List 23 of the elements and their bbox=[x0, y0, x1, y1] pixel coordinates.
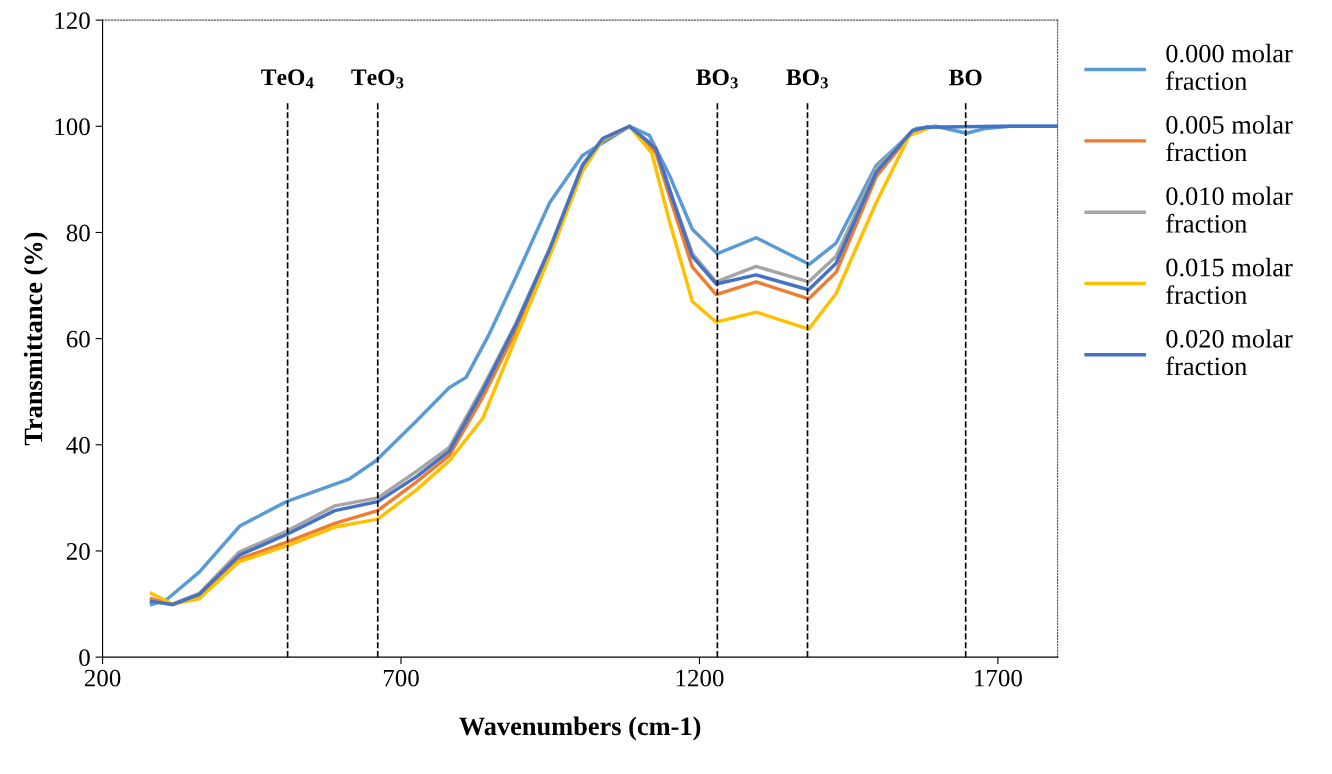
y-tick-label: 60 bbox=[66, 330, 90, 348]
legend-label: 0.015 molar fraction bbox=[1166, 257, 1293, 304]
y-tick-label: 20 bbox=[66, 543, 90, 560]
ref-line-label: BO$_{3}$ bbox=[786, 69, 828, 89]
x-axis-title: Wavenumbers (cm-1) bbox=[459, 716, 701, 741]
legend-label: 0.000 molar fraction bbox=[1166, 43, 1293, 91]
legend-label: 0.010 molar fraction bbox=[1166, 186, 1293, 233]
legend-label: 0.020 molar fraction bbox=[1166, 329, 1293, 376]
y-tick-label: 100 bbox=[55, 118, 90, 136]
ref-line-label: TeO$_{3}$ bbox=[351, 69, 404, 89]
x-tick-label: 700 bbox=[383, 669, 419, 687]
y-tick-label: 0 bbox=[79, 649, 90, 667]
y-tick-label: 40 bbox=[66, 436, 90, 454]
ref-line-label: TeO$_{4}$ bbox=[261, 69, 314, 89]
y-tick-label: 80 bbox=[66, 224, 90, 242]
y-tick-label: 120 bbox=[55, 12, 90, 30]
x-tick-label: 200 bbox=[84, 669, 121, 687]
ref-line-label: BO bbox=[949, 69, 982, 86]
ref-line-label: BO$_{3}$ bbox=[696, 69, 738, 89]
y-axis-title: Transmittance (%) bbox=[23, 232, 48, 446]
x-tick-label: 1700 bbox=[975, 669, 1022, 687]
x-tick-label: 1200 bbox=[676, 669, 724, 687]
legend-label: 0.005 molar fraction bbox=[1166, 115, 1293, 162]
